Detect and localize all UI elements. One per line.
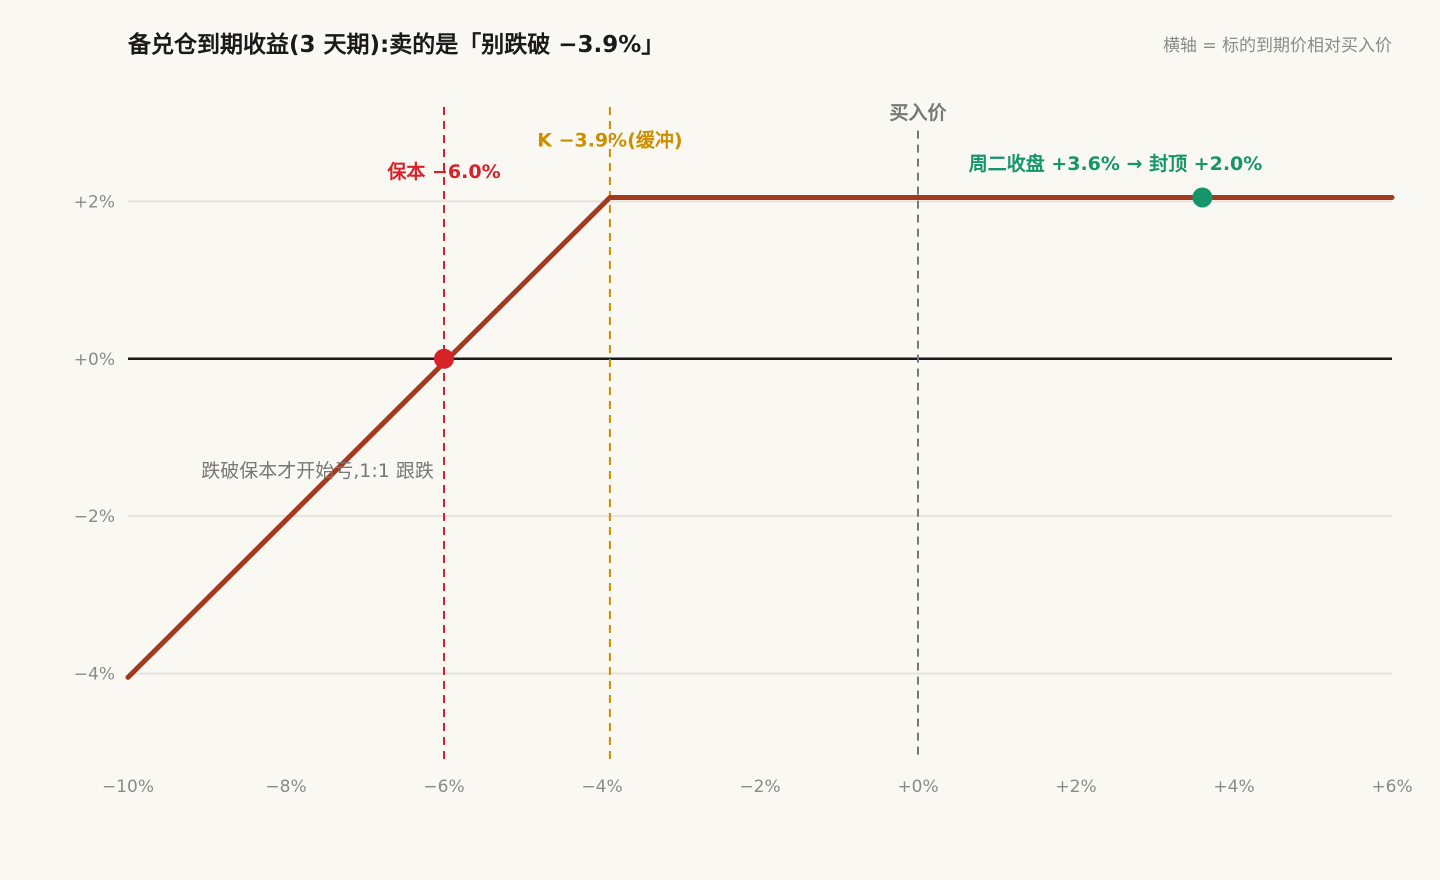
y-tick-label-2: −2%	[74, 507, 115, 527]
payoff-series	[125, 195, 1395, 680]
marker-point-1	[1192, 187, 1213, 208]
y-tick-label-0: +2%	[74, 192, 115, 212]
note-annotation-0: 跌破保本才开始亏,1:1 跟跌	[201, 460, 434, 482]
x-tick-label-4: −2%	[739, 777, 780, 797]
x-tick-label-5: +0%	[897, 777, 938, 797]
marker-label-1: 周二收盘 +3.6% → 封顶 +2.0%	[969, 152, 1263, 175]
vline-label-0: 保本 −6.0%	[386, 160, 500, 183]
x-axis-ticks: −10% −8% −6% −4% −2% +0% +2% +4% +6%	[102, 777, 1413, 797]
y-tick-label-3: −4%	[74, 664, 115, 684]
reference-lines	[443, 107, 919, 760]
y-axis-ticks: +2% +0% −2% −4%	[74, 192, 115, 684]
marker-point-0	[434, 348, 454, 369]
markers	[434, 187, 1213, 369]
chart-title: 备兑仓到期收益(3 天期):卖的是「别跌破 −3.9%」	[127, 31, 664, 58]
x-tick-label-1: −8%	[265, 777, 306, 797]
x-tick-label-8: +6%	[1371, 777, 1412, 797]
x-tick-label-2: −6%	[423, 777, 464, 797]
series-line-0	[125, 195, 1395, 680]
vline-label-1: K −3.9%(缓冲)	[537, 128, 682, 151]
grid-lines	[128, 200, 1392, 675]
x-tick-label-3: −4%	[581, 777, 622, 797]
x-tick-label-7: +4%	[1213, 777, 1254, 797]
y-tick-label-1: +0%	[74, 350, 115, 370]
chart-subtitle: 横轴 = 标的到期价相对买入价	[1163, 36, 1392, 56]
x-tick-label-0: −10%	[102, 777, 154, 797]
vline-label-2: 买入价	[889, 102, 947, 124]
x-tick-label-6: +2%	[1055, 777, 1096, 797]
